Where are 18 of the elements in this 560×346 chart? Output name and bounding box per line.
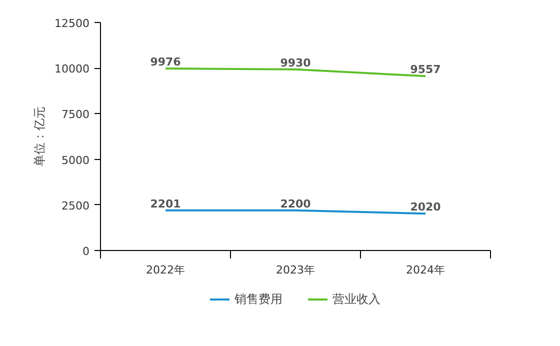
legend-label: 销售费用 <box>234 290 282 308</box>
y-tick-label: 0 <box>82 245 90 258</box>
x-tick-label: 2022年 <box>146 264 186 276</box>
y-tick-label: 10000 <box>54 62 90 76</box>
data-label: 2020 <box>410 200 442 214</box>
data-label: 9976 <box>150 56 182 69</box>
y-tick-label: 2500 <box>62 199 90 212</box>
x-tick-label: 2024年 <box>406 264 446 276</box>
y-tick-label: 5000 <box>62 154 90 167</box>
data-label: 2200 <box>280 197 312 210</box>
y-tick-label: 12500 <box>54 17 90 30</box>
legend-label: 营业收入 <box>332 290 380 308</box>
y-axis-title: 单位：亿元 <box>32 106 47 166</box>
data-label: 9557 <box>410 63 441 76</box>
data-label: 9930 <box>280 56 312 70</box>
x-tick-label: 2023年 <box>276 264 316 276</box>
y-tick-label: 7500 <box>62 108 90 122</box>
data-label: 2201 <box>150 197 181 210</box>
